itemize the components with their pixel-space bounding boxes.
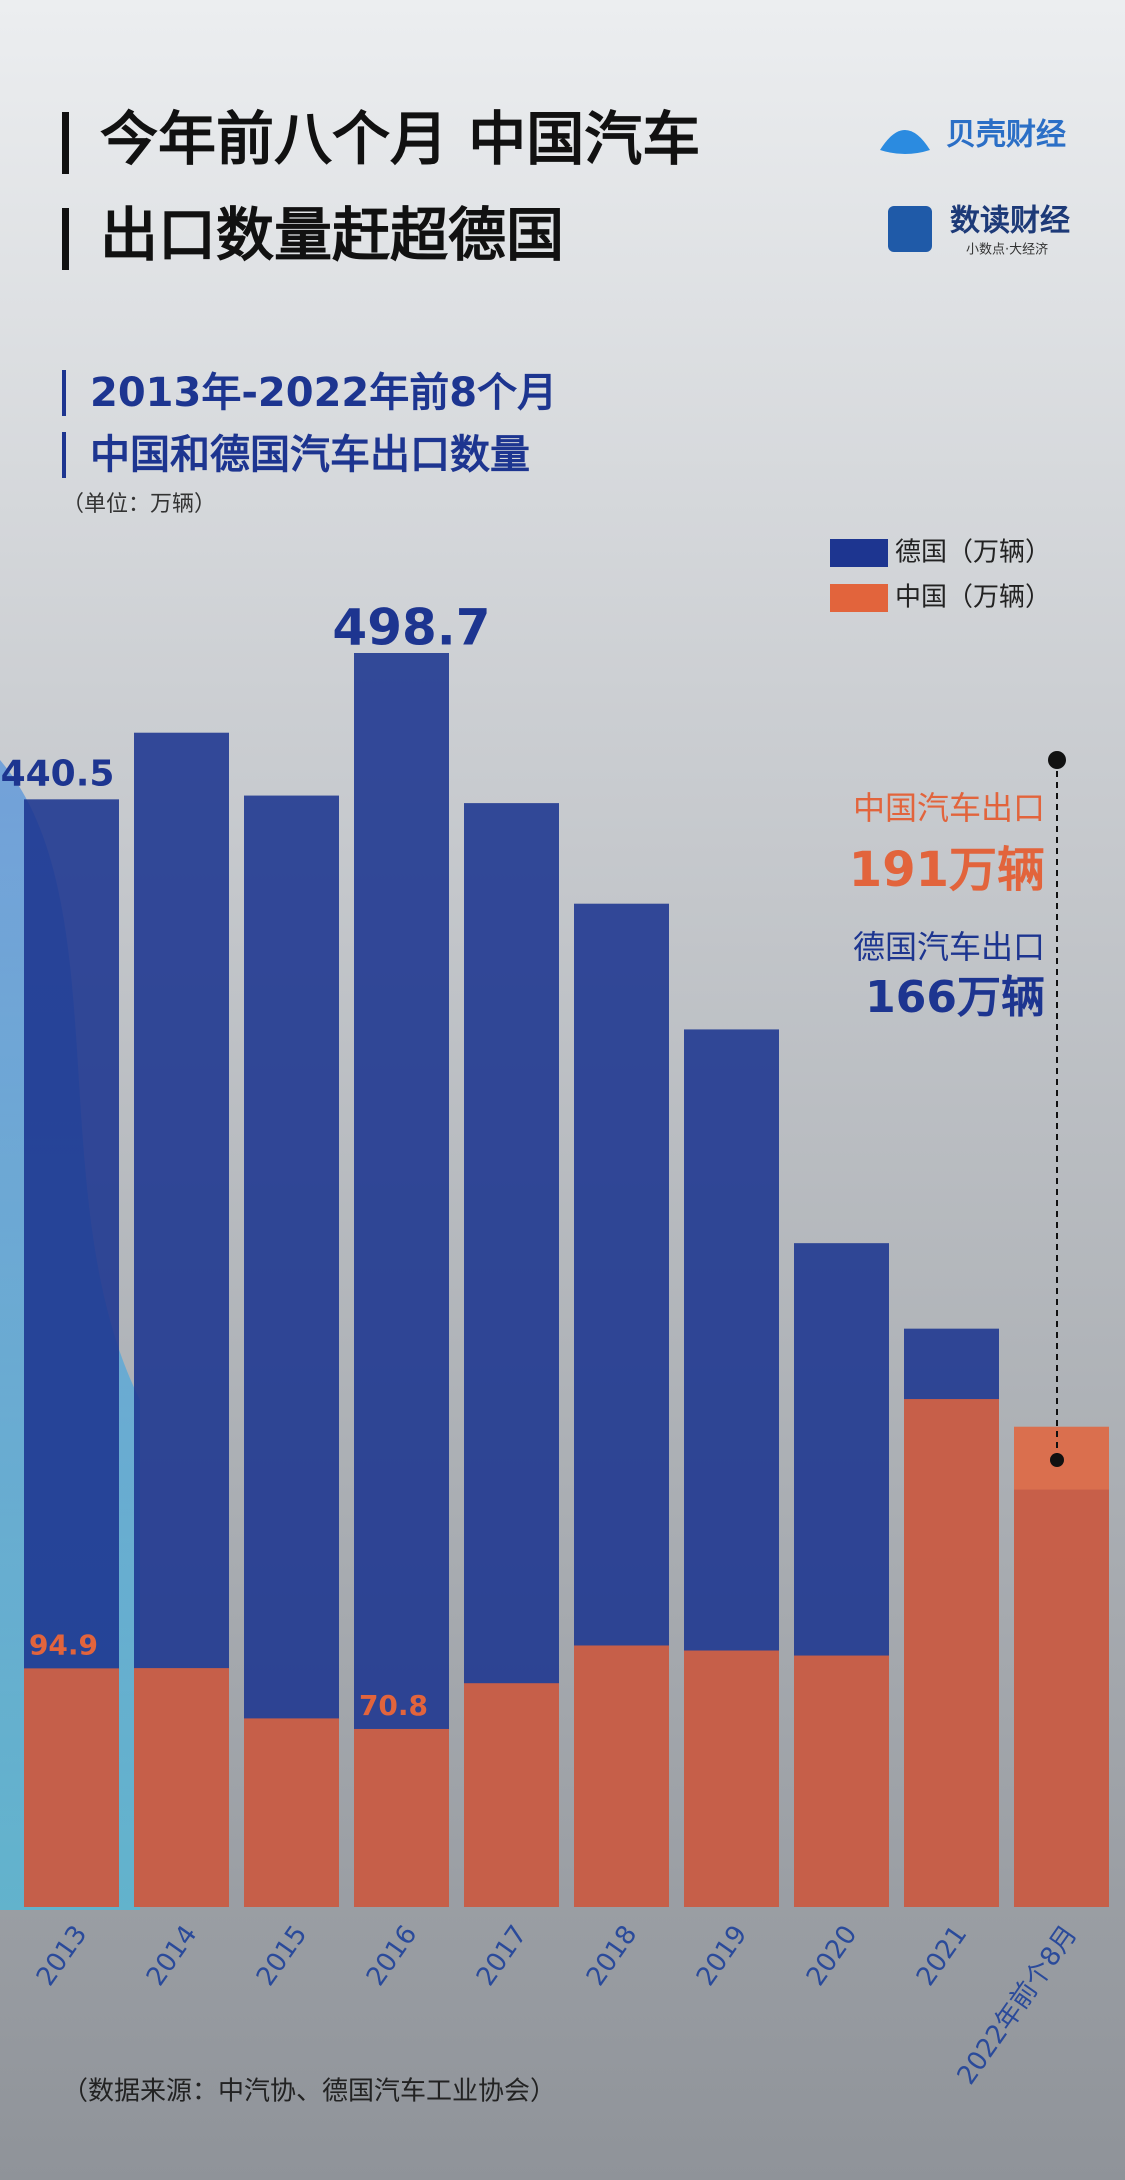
- logo-icon: [888, 206, 932, 252]
- china-bar: [1014, 1426, 1109, 1907]
- logo-slogan: 小数点·大经济: [966, 243, 1048, 258]
- logo: 数读财经: [950, 204, 1070, 239]
- annotation-dot: [1050, 1453, 1064, 1467]
- subtitle-bar: [62, 432, 66, 478]
- china-bar: [244, 1718, 339, 1907]
- china-bar: [134, 1668, 229, 1907]
- china-bar: [794, 1655, 889, 1907]
- annotation: 191万辆: [849, 842, 1045, 898]
- china-bar: [684, 1650, 779, 1907]
- value-label: 70.8: [359, 1689, 428, 1722]
- value-label: 498.7: [332, 598, 490, 656]
- value-label: 440.5: [1, 753, 115, 794]
- title: 出口数量赶超德国: [100, 201, 564, 269]
- value-label: 94.9: [29, 1628, 98, 1661]
- china-bar: [904, 1399, 999, 1907]
- logo: 贝壳财经: [946, 118, 1066, 153]
- germany-bar: [354, 652, 449, 1908]
- logo-icon: [880, 130, 930, 154]
- subtitle-bar: [62, 370, 66, 416]
- china-bar: [24, 1668, 119, 1907]
- legend-label: 德国（万辆）: [895, 538, 1051, 568]
- china-bar: [574, 1645, 669, 1907]
- subtitle: 2013年-2022年前8个月: [90, 370, 557, 416]
- title: 今年前八个月 中国汽车: [100, 105, 700, 173]
- legend-swatch: [830, 539, 888, 567]
- legend-label: 中国（万辆）: [895, 583, 1051, 613]
- annotation: 德国汽车出口: [853, 928, 1045, 966]
- unit-label: （单位：万辆）: [62, 492, 216, 517]
- subtitle: 中国和德国汽车出口数量: [90, 432, 530, 478]
- annotation: 中国汽车出口: [853, 789, 1045, 827]
- annotation: 166万辆: [865, 972, 1045, 1023]
- title-bar: [62, 208, 69, 270]
- legend-swatch: [830, 584, 888, 612]
- title-bar: [62, 112, 69, 174]
- china-bar: [464, 1683, 559, 1907]
- source: （数据来源：中汽协、德国汽车工业协会）: [62, 2077, 556, 2107]
- china-bar: [354, 1728, 449, 1907]
